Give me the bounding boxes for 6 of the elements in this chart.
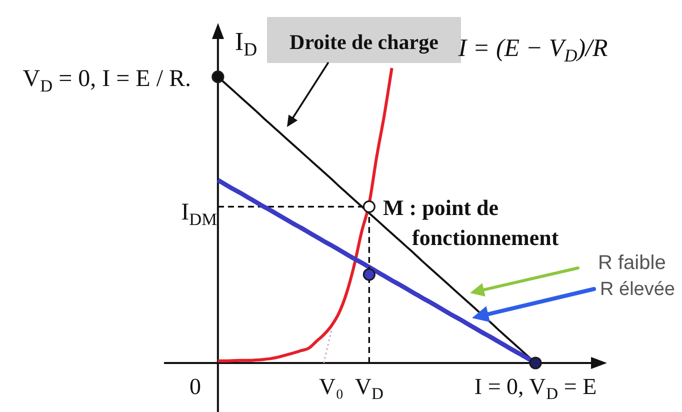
annotation: M : point de fonctionnement <box>383 195 560 250</box>
text: R faible <box>598 252 666 274</box>
x-tick-label: 0 <box>189 374 201 399</box>
text: R élevée <box>600 279 675 300</box>
x-tick-label: V₀ <box>319 374 344 399</box>
text: Droite de charge <box>290 30 438 54</box>
